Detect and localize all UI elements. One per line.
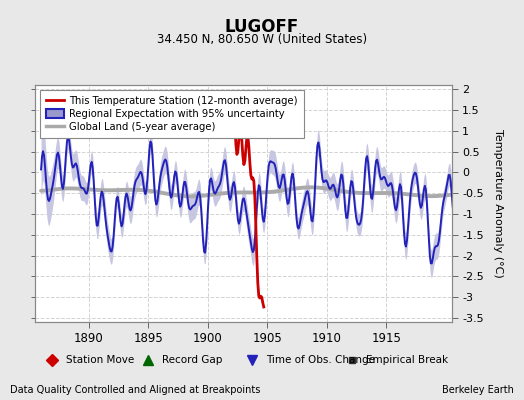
Legend: This Temperature Station (12-month average), Regional Expectation with 95% uncer: This Temperature Station (12-month avera… [40,90,303,138]
Text: LUGOFF: LUGOFF [225,18,299,36]
Text: Time of Obs. Change: Time of Obs. Change [266,356,375,366]
Text: Data Quality Controlled and Aligned at Breakpoints: Data Quality Controlled and Aligned at B… [10,385,261,395]
Text: Station Move: Station Move [67,356,135,366]
Text: Record Gap: Record Gap [162,356,223,366]
Text: Berkeley Earth: Berkeley Earth [442,385,514,395]
Text: 34.450 N, 80.650 W (United States): 34.450 N, 80.650 W (United States) [157,33,367,46]
Y-axis label: Temperature Anomaly (°C): Temperature Anomaly (°C) [493,129,503,278]
Text: Empirical Break: Empirical Break [366,356,449,366]
